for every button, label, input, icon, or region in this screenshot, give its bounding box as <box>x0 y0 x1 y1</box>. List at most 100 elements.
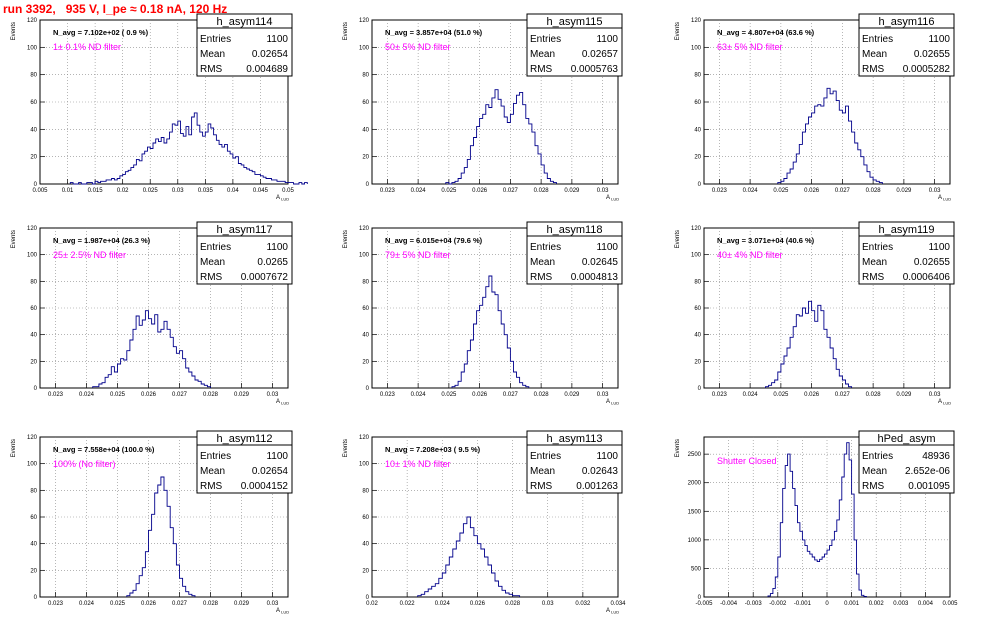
y-tick-label: 100 <box>27 253 38 259</box>
x-tick-label: 0.015 <box>88 188 104 194</box>
stats-key: RMS <box>862 481 885 492</box>
stats-value: 0.001263 <box>576 481 618 492</box>
y-tick-label: 60 <box>30 100 37 106</box>
stats-box <box>858 13 955 77</box>
x-tick-label: 0.028 <box>534 392 550 398</box>
x-axis-label: A LUD <box>276 608 289 615</box>
histogram-panel-hPed_asym: -0.005 -0.004 -0.003 -0.002 -0.001 0 0.001 0.00… <box>675 430 958 607</box>
stats-value: 0.02655 <box>914 49 951 60</box>
stats-value: 1100 <box>266 34 288 45</box>
x-tick-label: 0.025 <box>773 188 789 194</box>
y-axis-label: Events <box>343 230 349 248</box>
y-tick-label: 80 <box>362 488 369 494</box>
y-tick-label: 20 <box>30 359 37 365</box>
stats-key: Entries <box>862 451 893 462</box>
stats-key: Entries <box>530 451 561 462</box>
filter-label: 79± 5% ND filter <box>385 250 450 260</box>
stats-value: 0.0004152 <box>241 481 289 492</box>
y-tick-label: 120 <box>359 226 370 232</box>
x-tick-label: 0.03 <box>597 188 609 194</box>
filter-label: 63± 5% ND filter <box>717 42 782 52</box>
x-tick-label: 0.027 <box>835 392 851 398</box>
stats-key: RMS <box>530 272 553 283</box>
navg-label: N_avg = 6.015e+04 (79.6 %) <box>385 236 483 245</box>
y-tick-label: 60 <box>30 306 37 312</box>
y-tick-label: 60 <box>362 100 369 106</box>
y-tick-label: 20 <box>362 568 369 574</box>
x-tick-label: 0.03 <box>929 392 941 398</box>
x-tick-label: 0.024 <box>79 392 95 398</box>
y-tick-label: 20 <box>362 155 369 161</box>
stats-box <box>196 430 293 494</box>
x-tick-label: 0.024 <box>79 601 95 607</box>
x-tick-label: 0.029 <box>564 188 580 194</box>
y-tick-label: 40 <box>30 542 37 548</box>
y-tick-label: 80 <box>362 73 369 79</box>
x-tick-label: 0.025 <box>441 392 457 398</box>
y-tick-label: 0 <box>698 386 702 392</box>
y-tick-label: 2000 <box>688 481 702 487</box>
stats-title: h_asym117 <box>216 224 272 236</box>
stats-value: 0.0007672 <box>241 272 289 283</box>
x-tick-label: 0.05 <box>282 188 294 194</box>
filter-label: 1± 0.1% ND filter <box>53 42 121 52</box>
filter-label: 50± 5% ND filter <box>385 42 450 52</box>
stats-key: Mean <box>200 49 225 60</box>
histogram-panel-h_asym116: 0.023 0.024 0.025 0.026 0.027 0.028 0.029 0.03 0… <box>675 13 955 202</box>
y-axis-label: Events <box>675 439 681 457</box>
filter-label: 10± 1% ND filter <box>385 459 450 469</box>
x-tick-label: 0.028 <box>505 601 521 607</box>
x-tick-label: 0.026 <box>804 392 820 398</box>
y-tick-label: 60 <box>694 100 701 106</box>
y-tick-label: 60 <box>30 515 37 521</box>
stats-value: 0.0265 <box>257 257 288 268</box>
x-tick-label: 0.027 <box>503 188 519 194</box>
stats-value: 1100 <box>596 34 618 45</box>
stats-value: 0.02657 <box>582 49 619 60</box>
x-tick-label: 0.025 <box>773 392 789 398</box>
y-tick-label: 120 <box>27 435 38 441</box>
x-tick-label: 0.023 <box>380 392 396 398</box>
y-axis-label: Events <box>11 439 17 457</box>
x-tick-label: -0.004 <box>720 601 738 607</box>
stats-value: 1100 <box>596 242 618 253</box>
navg-label: N_avg = 1.987e+04 (26.3 %) <box>53 236 151 245</box>
stats-key: Mean <box>200 257 225 268</box>
y-tick-label: 120 <box>27 226 38 232</box>
stats-key: Mean <box>530 49 555 60</box>
stats-box <box>196 221 293 285</box>
stats-value: 2.652e-06 <box>905 466 950 477</box>
y-tick-label: 40 <box>362 333 369 339</box>
y-tick-label: 40 <box>30 333 37 339</box>
y-tick-label: 40 <box>694 127 701 133</box>
stats-key: RMS <box>530 481 553 492</box>
stats-key: Mean <box>530 466 555 477</box>
x-tick-label: -0.005 <box>695 601 713 607</box>
x-tick-label: 0.029 <box>234 601 250 607</box>
y-tick-label: 120 <box>359 435 370 441</box>
x-tick-label: 0.026 <box>141 392 157 398</box>
y-tick-label: 120 <box>691 18 702 24</box>
filter-label: 40± 4% ND filter <box>717 250 782 260</box>
y-tick-label: 0 <box>366 182 370 188</box>
histogram-line <box>451 275 530 388</box>
x-tick-label: 0.025 <box>110 392 126 398</box>
y-tick-label: 60 <box>362 306 369 312</box>
y-tick-label: 80 <box>30 488 37 494</box>
x-tick-label: 0.03 <box>542 601 554 607</box>
histogram-panel-h_asym112: 0.023 0.024 0.025 0.026 0.027 0.028 0.029 0.03 0… <box>11 430 293 615</box>
x-tick-label: 0.01 <box>62 188 74 194</box>
navg-label: N_avg = 3.071e+04 (40.6 %) <box>717 236 815 245</box>
y-tick-label: 20 <box>694 359 701 365</box>
stats-value: 0.02655 <box>914 257 951 268</box>
stats-value: 1100 <box>266 451 288 462</box>
stats-value: 0.0004813 <box>571 272 619 283</box>
stats-value: 0.02643 <box>582 466 619 477</box>
x-tick-label: 0.024 <box>435 601 451 607</box>
x-tick-label: 0.026 <box>472 392 488 398</box>
x-tick-label: 0.03 <box>597 392 609 398</box>
x-tick-label: 0.03 <box>267 392 279 398</box>
stats-key: RMS <box>200 64 223 75</box>
histogram-line <box>92 310 211 388</box>
x-tick-label: 0.022 <box>400 601 416 607</box>
